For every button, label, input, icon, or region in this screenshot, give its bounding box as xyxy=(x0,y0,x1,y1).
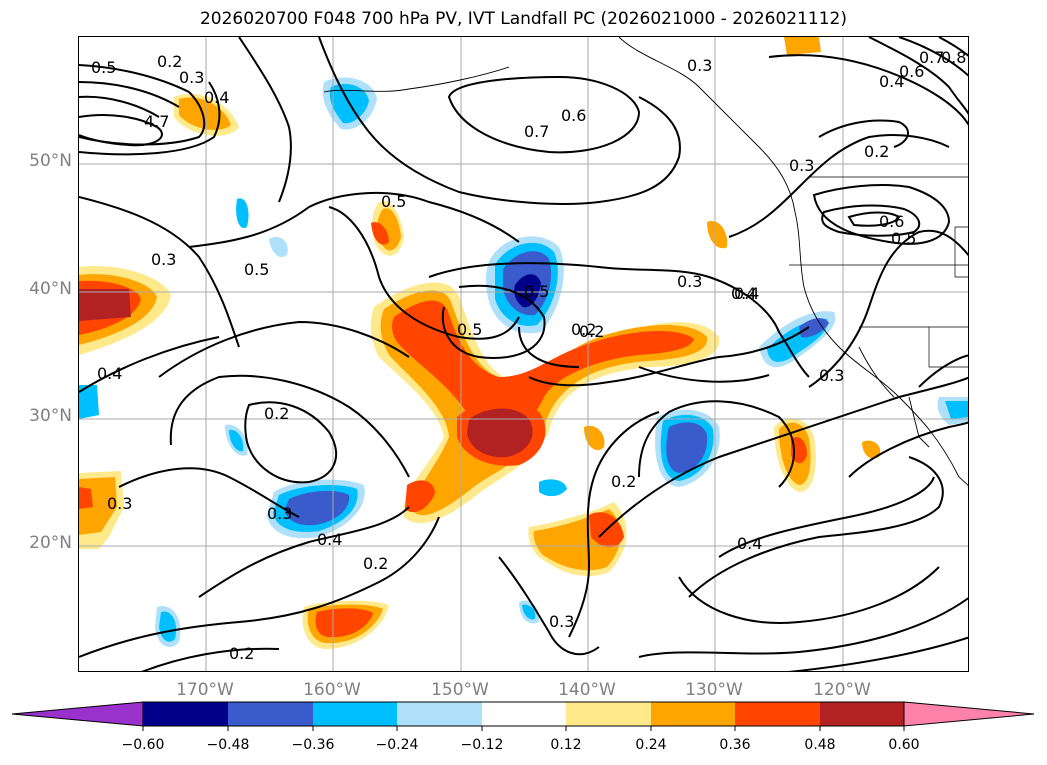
contour-label: 0.3 xyxy=(549,612,574,631)
contour-label: 0.3 xyxy=(789,156,814,175)
colorbar-bin xyxy=(397,702,482,726)
contour-label: 0.6 xyxy=(899,62,924,81)
contour-label: 0.2 xyxy=(864,142,889,161)
colorbar-tick: −0.60 xyxy=(121,737,165,753)
graticule xyxy=(79,37,968,671)
lon-label-120w: 120°W xyxy=(813,680,871,700)
contour-label: 0.4 xyxy=(731,284,756,303)
colorbar-tick: −0.24 xyxy=(375,737,419,753)
colorbar-tick: −0.12 xyxy=(460,737,504,753)
colorbar-tick: 0.12 xyxy=(550,737,582,753)
contour-label: 0.2 xyxy=(363,554,388,573)
border-lines xyxy=(789,176,968,368)
contour-label: 4.7 xyxy=(144,112,169,131)
lat-label-50n: 50°N xyxy=(29,151,72,171)
lat-label-40n: 40°N xyxy=(29,279,72,299)
contour-label: 0.3 xyxy=(107,494,132,513)
colorbar-tick: 0.48 xyxy=(804,737,836,753)
alaska-coast xyxy=(323,66,510,93)
filled-anomalies xyxy=(79,37,968,649)
contour-label: 0.4 xyxy=(734,284,759,303)
colorbar-bin xyxy=(228,702,313,726)
colorbar-bin xyxy=(651,702,735,726)
map-canvas: 0.5 0.2 0.3 0.4 4.7 0.5 0.4 0.7 0.6 0.3 … xyxy=(79,37,968,671)
contour-label: 0.3 xyxy=(179,68,204,87)
contour-label: 0.4 xyxy=(737,534,762,553)
contour-label: 0.8 xyxy=(941,48,966,67)
colorbar-tick: −0.48 xyxy=(206,737,250,753)
contour-label: 0.2 xyxy=(571,320,596,339)
contour-label: 0.4 xyxy=(879,72,904,91)
contour-label: 0.5 xyxy=(244,260,269,279)
lon-label-130w: 130°W xyxy=(685,680,743,700)
contour-label: 0.2 xyxy=(229,644,254,663)
colorbar-tick: −0.36 xyxy=(291,737,335,753)
colorbar-bin xyxy=(566,702,651,726)
colorbar-bin xyxy=(735,702,820,726)
lon-label-160w: 160°W xyxy=(303,680,361,700)
contour-label: 0.5 xyxy=(524,282,549,301)
colorbar-tick: 0.36 xyxy=(719,737,751,753)
lat-label-30n: 30°N xyxy=(29,406,72,426)
contour-label: 0.6 xyxy=(879,212,904,231)
colorbar-under-arrow xyxy=(11,701,144,727)
map-panel: 0.5 0.2 0.3 0.4 4.7 0.5 0.4 0.7 0.6 0.3 … xyxy=(78,36,969,672)
colorbar-over-arrow xyxy=(903,701,1035,727)
contour-label: 0.5 xyxy=(91,58,116,77)
contour-label: 0.5 xyxy=(891,229,916,248)
ivt-contours xyxy=(79,37,968,671)
colorbar-bin xyxy=(482,702,566,726)
contour-label: 0.3 xyxy=(677,272,702,291)
colorbar-bin xyxy=(820,702,904,726)
contour-label: 0.6 xyxy=(561,106,586,125)
contour-label: 0.4 xyxy=(97,364,122,383)
contour-label: 0.5 xyxy=(457,320,482,339)
colorbar xyxy=(11,701,1035,731)
contour-label: 0.2 xyxy=(579,322,604,341)
contour-labels: 0.5 0.2 0.3 0.4 4.7 0.5 0.4 0.7 0.6 0.3 … xyxy=(91,48,966,663)
contour-label: 0.3 xyxy=(151,250,176,269)
contour-label: 0.4 xyxy=(317,530,342,549)
lon-label-150w: 150°W xyxy=(431,680,489,700)
contour-label: 0.3 xyxy=(687,56,712,75)
lon-label-170w: 170°W xyxy=(176,680,234,700)
contour-label: 0.5 xyxy=(381,192,406,211)
contour-label: 0.4 xyxy=(204,88,229,107)
contour-label: 0.3 xyxy=(819,366,844,385)
contour-label: 0.2 xyxy=(157,52,182,71)
colorbar-tick: 0.24 xyxy=(635,737,667,753)
colorbar-bin xyxy=(143,702,228,726)
lon-label-140w: 140°W xyxy=(558,680,616,700)
coastlines xyxy=(323,37,968,486)
colorbar-tick: 0.60 xyxy=(888,737,920,753)
contour-label: 0.7 xyxy=(524,122,549,141)
contour-label: 0.2 xyxy=(264,404,289,423)
lat-label-20n: 20°N xyxy=(29,533,72,553)
contour-label: 0.2 xyxy=(611,472,636,491)
colorbar-bin xyxy=(313,702,397,726)
contour-label: 0.7 xyxy=(919,48,944,67)
plot-title: 2026020700 F048 700 hPa PV, IVT Landfall… xyxy=(199,9,847,29)
contour-label: 0.3 xyxy=(267,504,292,523)
